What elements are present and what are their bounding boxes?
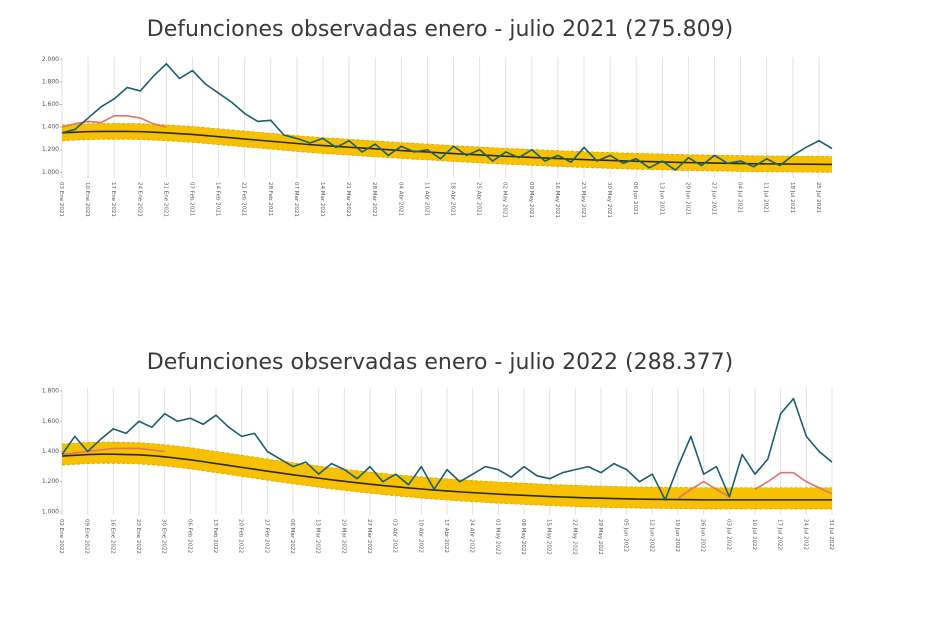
x-tick-label: 30 Ene 2022 — [161, 519, 167, 554]
series-line — [61, 397, 833, 501]
x-tick-label: 02 Ene 2022 — [58, 519, 64, 554]
y-tick-label: 1.800 — [42, 388, 59, 395]
band — [62, 123, 832, 173]
x-tick-label: 06 Mar 2022 — [289, 519, 295, 554]
x-tick-label: 31 Jul 2022 — [828, 519, 834, 550]
y-tick-label: 1.600 — [42, 101, 59, 108]
series-line — [61, 453, 832, 501]
x-tick-label: 27 Mar 2022 — [366, 519, 372, 554]
x-tick-label: 08 May 2022 — [520, 519, 526, 555]
x-tick-label: 09 May 2021 — [528, 182, 534, 218]
x-tick-label: 17 Jul 2022 — [777, 519, 783, 550]
x-tick-label: 04 Jul 2021 — [737, 182, 743, 213]
x-tick-label: 18 Jul 2021 — [789, 182, 795, 213]
y-tick-label: 1.200 — [42, 478, 59, 485]
x-tick-label: 02 May 2021 — [502, 182, 508, 218]
x-tick-label: 20 Feb 2022 — [238, 519, 244, 553]
x-tick-label: 27 Feb 2022 — [263, 519, 269, 553]
x-tick-label: 27 Jun 2021 — [711, 182, 717, 215]
x-tick-label: 07 Feb 2021 — [189, 182, 195, 216]
x-tick-label: 30 May 2021 — [606, 182, 612, 218]
x-tick-label: 06 Jun 2021 — [632, 182, 638, 215]
y-tick-label: 1.800 — [42, 78, 59, 85]
x-tick-label: 31 Ene 2021 — [162, 182, 168, 217]
band-edge — [61, 441, 832, 489]
x-tick-label: 03 Jul 2022 — [725, 519, 731, 550]
x-tick-label: 24 Abr 2022 — [469, 519, 475, 553]
y-tick-label: 1.400 — [42, 448, 59, 455]
x-tick-label: 13 Jun 2021 — [658, 182, 664, 215]
chart-title: Defunciones observadas enero - julio 202… — [147, 350, 733, 375]
y-tick-label: 1.000 — [42, 508, 59, 515]
x-tick-label: 21 Feb 2021 — [241, 182, 247, 216]
x-tick-label: 26 Jun 2022 — [700, 519, 706, 552]
y-tick-label: 1.000 — [42, 169, 59, 176]
x-tick-label: 20 Mar 2022 — [340, 519, 346, 554]
x-tick-label: 15 May 2022 — [546, 519, 552, 555]
x-tick-label: 07 Mar 2021 — [293, 182, 299, 217]
x-tick-label: 13 Feb 2022 — [212, 519, 218, 553]
series-line — [61, 115, 167, 128]
x-tick-label: 22 May 2022 — [571, 519, 577, 555]
y-tick-label: 1.200 — [42, 146, 59, 153]
x-tick-label: 04 Abr 2021 — [397, 182, 403, 216]
x-tick-label: 29 May 2022 — [597, 519, 603, 555]
x-tick-label: 09 Ene 2022 — [84, 519, 90, 554]
x-tick-label: 16 Ene 2022 — [109, 519, 115, 554]
x-tick-label: 23 Ene 2022 — [135, 519, 141, 554]
band-edge — [61, 462, 832, 510]
y-tick-label: 2.000 — [42, 56, 59, 63]
x-tick-label: 03 Abr 2022 — [392, 519, 398, 553]
x-tick-label: 11 Abr 2021 — [423, 182, 429, 216]
x-tick-label: 17 Ene 2021 — [110, 182, 116, 217]
y-tick-label: 1.600 — [42, 418, 59, 425]
x-tick-label: 24 Ene 2021 — [136, 182, 142, 217]
x-tick-label: 01 May 2022 — [494, 519, 500, 555]
x-tick-label: 14 Mar 2021 — [319, 182, 325, 217]
band-edge — [61, 123, 833, 157]
band — [62, 442, 832, 509]
x-tick-label: 28 Feb 2021 — [267, 182, 273, 216]
x-tick-label: 24 Jul 2022 — [802, 519, 808, 550]
chart-title: Defunciones observadas enero - julio 202… — [147, 17, 733, 42]
x-tick-label: 10 Ene 2021 — [84, 182, 90, 217]
series-line — [61, 62, 833, 171]
x-tick-label: 19 Jun 2022 — [674, 519, 680, 552]
x-tick-label: 13 Mar 2022 — [315, 519, 321, 554]
x-tick-label: 25 Jul 2021 — [815, 182, 821, 213]
x-tick-label: 18 Abr 2021 — [450, 182, 456, 216]
x-tick-label: 23 May 2021 — [580, 182, 586, 218]
band-edge — [61, 138, 833, 173]
series-line — [61, 447, 833, 500]
x-tick-label: 11 Jul 2021 — [763, 182, 769, 213]
x-tick-label: 12 Jun 2022 — [648, 519, 654, 552]
x-tick-label: 03 Ene 2021 — [58, 182, 64, 217]
x-tick-label: 10 Jul 2022 — [751, 519, 757, 550]
x-tick-label: 05 Jun 2022 — [623, 519, 629, 552]
x-tick-label: 21 Mar 2021 — [345, 182, 351, 217]
x-tick-label: 17 Abr 2022 — [443, 519, 449, 553]
x-tick-label: 20 Jun 2021 — [684, 182, 690, 215]
y-tick-label: 1.400 — [42, 124, 59, 131]
x-tick-label: 28 Mar 2021 — [371, 182, 377, 217]
x-tick-label: 06 Feb 2022 — [186, 519, 192, 553]
x-tick-label: 25 Abr 2021 — [476, 182, 482, 216]
x-tick-label: 16 May 2021 — [554, 182, 560, 218]
x-tick-label: 10 Abr 2022 — [417, 519, 423, 553]
x-tick-label: 14 Feb 2021 — [215, 182, 221, 216]
